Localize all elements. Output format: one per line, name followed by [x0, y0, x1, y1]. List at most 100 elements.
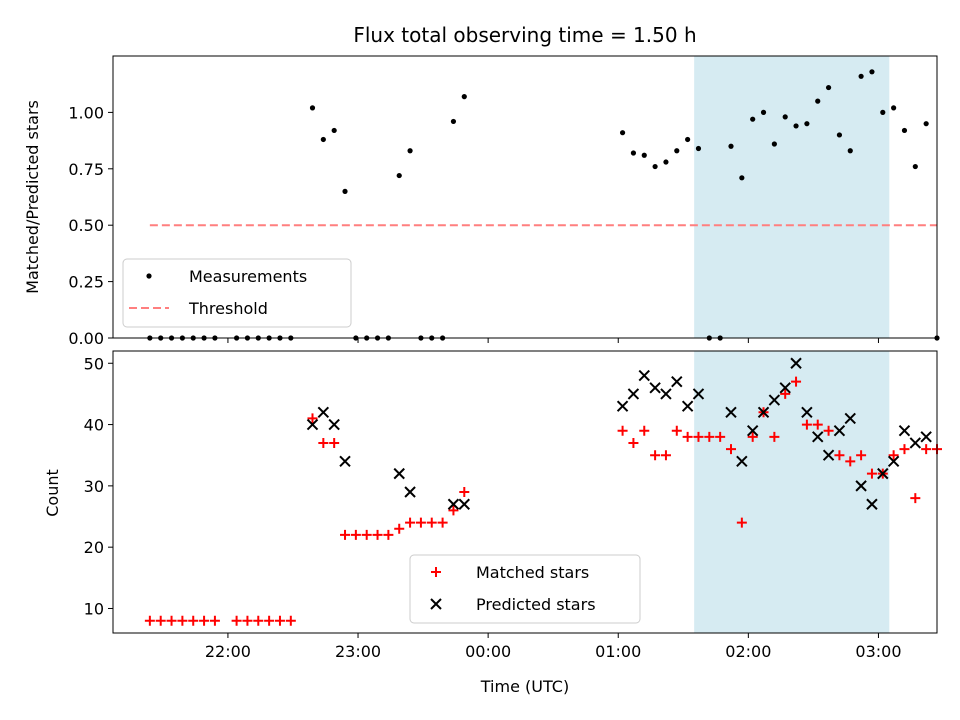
observing-window-span — [694, 351, 890, 633]
data-point — [866, 498, 878, 510]
data-point — [450, 118, 457, 125]
data-point — [866, 468, 877, 479]
data-point — [771, 141, 777, 147]
data-point — [899, 444, 910, 455]
data-point — [823, 425, 834, 436]
data-point — [652, 163, 658, 170]
data-point — [372, 529, 383, 540]
data-point — [757, 406, 770, 419]
legend-swatch — [430, 598, 442, 610]
data-point — [459, 487, 470, 497]
x-axis-label: Time (UTC) — [480, 677, 569, 696]
y-tick-label: 10 — [84, 599, 104, 618]
top-panel: 0.00 0.25 0.50 0.75 1.00 Measurements Threshol… — [68, 55, 940, 348]
data-point — [812, 419, 823, 430]
y-axis-label-top: Matched/Predicted stars — [23, 100, 42, 294]
x-tick-label: 23:00 — [335, 642, 381, 661]
data-point — [617, 425, 628, 436]
data-point — [912, 163, 918, 170]
data-point — [910, 493, 921, 504]
data-point — [739, 175, 745, 181]
data-point — [663, 159, 669, 165]
legend: Measurements Threshold — [122, 258, 352, 328]
data-point — [921, 444, 932, 455]
legend-label: Matched stars — [476, 563, 589, 582]
data-point — [177, 615, 188, 626]
data-point — [650, 450, 661, 461]
legend-swatch — [431, 567, 441, 577]
y-tick-label: 0.00 — [68, 329, 104, 348]
data-point — [834, 450, 845, 461]
data-point — [836, 132, 843, 138]
data-point — [888, 450, 899, 461]
data-point — [448, 505, 459, 516]
data-point — [331, 127, 337, 134]
data-point — [801, 406, 813, 419]
data-point — [447, 498, 460, 510]
data-point — [923, 121, 929, 127]
data-point — [760, 109, 767, 115]
data-point — [692, 388, 705, 400]
data-point — [383, 529, 394, 540]
data-point — [833, 424, 846, 437]
data-point — [405, 517, 416, 528]
data-point — [725, 406, 737, 419]
data-point — [898, 424, 911, 437]
data-point — [736, 455, 748, 468]
y-tick-label: 50 — [84, 354, 104, 373]
data-point — [747, 431, 758, 442]
data-point — [674, 148, 680, 154]
data-point — [779, 382, 791, 394]
x-tick-label: 22:00 — [205, 642, 251, 661]
data-point — [855, 480, 867, 492]
data-point — [627, 388, 640, 400]
data-point — [619, 130, 626, 136]
data-point — [320, 136, 326, 143]
data-point — [880, 109, 886, 115]
data-point — [845, 456, 856, 467]
data-point — [693, 431, 704, 442]
data-point — [628, 437, 639, 448]
data-point — [685, 136, 691, 143]
data-point — [242, 615, 253, 626]
data-point — [768, 394, 781, 406]
data-point — [844, 412, 856, 425]
x-tick-label: 01:00 — [595, 642, 641, 661]
data-point — [461, 94, 467, 100]
chart-title: Flux total observing time = 1.50 h — [353, 23, 696, 47]
data-point — [328, 418, 340, 431]
data-point — [639, 425, 650, 436]
data-point — [660, 388, 672, 400]
data-point — [815, 98, 821, 104]
data-point — [437, 517, 448, 528]
y-tick-label: 20 — [84, 538, 104, 557]
data-point — [630, 150, 637, 156]
legend-label: Measurements — [189, 267, 307, 286]
data-point — [285, 615, 296, 626]
data-point — [188, 615, 199, 626]
data-point — [342, 188, 348, 194]
data-point — [209, 615, 220, 626]
data-point — [780, 388, 791, 399]
data-point — [394, 523, 405, 534]
data-point — [920, 431, 932, 443]
legend-box — [409, 554, 641, 624]
data-point — [318, 437, 329, 448]
x-tick-label: 00:00 — [465, 642, 511, 661]
data-point — [638, 369, 650, 382]
series-predicted-stars — [306, 357, 932, 510]
data-point — [671, 425, 682, 436]
data-point — [715, 431, 726, 442]
data-point — [671, 375, 683, 388]
data-point — [415, 517, 426, 528]
data-point — [793, 123, 799, 129]
data-point — [682, 431, 693, 442]
data-point — [790, 357, 802, 369]
data-point — [231, 615, 242, 626]
data-point — [404, 486, 416, 498]
data-point — [750, 116, 756, 122]
data-point — [426, 517, 437, 528]
data-point — [393, 467, 405, 480]
data-point — [458, 498, 470, 510]
data-point — [396, 172, 402, 179]
